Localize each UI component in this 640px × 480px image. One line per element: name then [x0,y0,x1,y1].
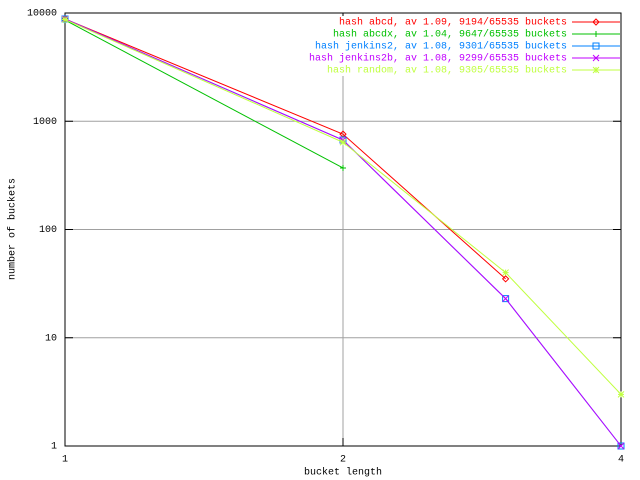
point-marker [501,275,510,283]
point-marker [339,138,347,146]
point-marker [502,295,509,302]
point-marker [617,390,625,398]
y-tick-label: 100 [39,225,57,236]
legend-label: hash random, av 1.08, 9305/65535 buckets [327,65,567,77]
series-line [64,19,344,169]
legend-marker [593,31,599,37]
y-tick-label: 1000 [33,117,57,128]
x-tick-label: 1 [62,455,68,466]
legend-marker [592,42,600,50]
legend-label: hash abcdx, av 1.04, 9647/65535 buckets [333,29,567,41]
series-line [64,18,622,447]
point-marker [61,16,69,23]
x-tick-label: 2 [340,455,346,466]
y-tick-label: 10000 [27,9,57,20]
series-line [64,19,622,395]
y-tick-label: 1 [51,442,57,453]
legend-label: hash jenkins2, av 1.08, 9301/65535 bucke… [315,41,567,53]
legend-box [250,16,619,76]
point-marker [502,295,510,303]
point-marker [340,164,346,171]
x-tick-label: 4 [618,455,624,466]
point-marker [617,442,625,450]
x-axis-label: bucket length [304,467,382,479]
y-axis-label: number of buckets [7,178,19,280]
legend-marker [592,66,600,74]
legend-label: hash jenkins2b, av 1.08, 9299/65535 buck… [309,53,567,65]
legend-marker [592,54,600,62]
legend-marker [592,18,600,26]
legend-label: hash abcd, av 1.09, 9194/65535 buckets [339,17,567,29]
point-marker [502,269,509,276]
series-line [64,18,506,280]
y-tick-label: 10 [45,333,57,344]
plot-border [64,12,622,447]
